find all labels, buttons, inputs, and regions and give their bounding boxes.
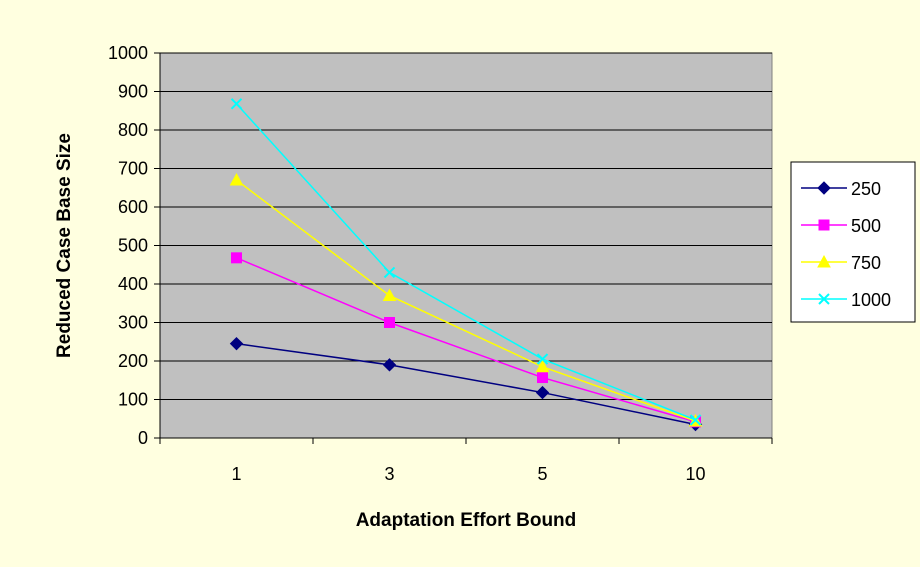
data-point-1000 — [230, 98, 243, 110]
legend-marker-750 — [817, 254, 831, 268]
data-point-250 — [229, 336, 244, 351]
data-point-250 — [382, 358, 397, 372]
legend-label-1000: 1000 — [851, 290, 891, 310]
y-tick-label: 100 — [118, 390, 148, 410]
y-tick-label: 200 — [118, 351, 148, 371]
legend-marker-250 — [817, 181, 831, 195]
x-axis-title: Adaptation Effort Bound — [356, 510, 577, 531]
series-line-750 — [236, 179, 696, 422]
legend-marker-500 — [818, 219, 830, 231]
x-tick-label: 1 — [231, 464, 241, 484]
y-tick-label: 300 — [118, 313, 148, 333]
data-point-1000 — [536, 353, 549, 365]
data-point-750 — [535, 359, 550, 373]
y-tick-label: 1000 — [108, 43, 148, 63]
y-tick-label: 400 — [118, 274, 148, 294]
data-point-750 — [229, 173, 244, 186]
data-point-750 — [382, 288, 397, 302]
y-tick-label: 0 — [138, 428, 148, 448]
y-axis-title: Reduced Case Base Size — [54, 133, 75, 358]
data-point-500 — [384, 317, 395, 328]
legend-label-750: 750 — [851, 253, 881, 273]
data-point-250 — [535, 385, 550, 400]
y-tick-label: 900 — [118, 82, 148, 102]
data-point-500 — [231, 252, 242, 264]
data-point-1000 — [383, 266, 396, 279]
legend-label-250: 250 — [851, 179, 881, 199]
series-line-250 — [236, 342, 696, 426]
data-point-500 — [537, 372, 548, 384]
y-tick-label: 600 — [118, 197, 148, 217]
x-tick-label: 5 — [537, 464, 547, 484]
x-tick-label: 3 — [384, 464, 394, 484]
y-tick-label: 800 — [118, 120, 148, 140]
x-tick-label: 10 — [685, 464, 705, 484]
y-tick-label: 500 — [118, 236, 148, 256]
legend-marker-1000 — [818, 293, 830, 305]
y-tick-label: 700 — [118, 159, 148, 179]
legend-label-500: 500 — [851, 216, 881, 236]
data-point-1000 — [689, 414, 702, 426]
series-line-1000 — [235, 103, 696, 421]
series-line-500 — [236, 257, 696, 423]
